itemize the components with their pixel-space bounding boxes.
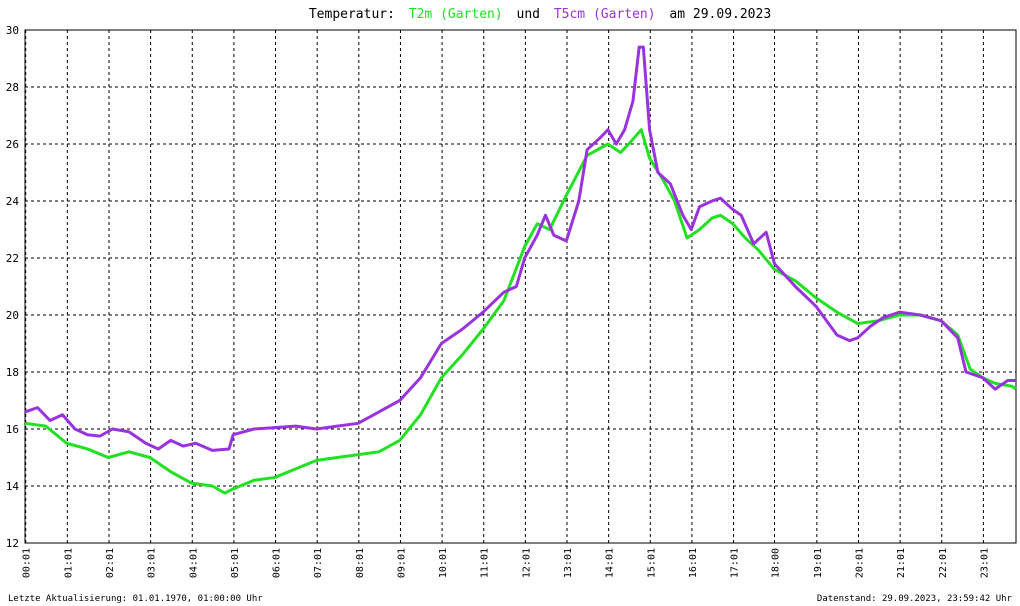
footer-right: Datenstand: 29.09.2023, 23:59:42 Uhr: [817, 594, 1013, 604]
x-tick-label: 18:00: [770, 548, 781, 578]
x-tick-label: 15:01: [646, 548, 657, 578]
y-tick-label: 28: [6, 81, 19, 94]
legend-entry: T5cm (Garten): [554, 7, 656, 22]
x-tick-label: 19:01: [813, 548, 824, 578]
title-join: und: [517, 7, 540, 22]
x-tick-label: 20:01: [854, 548, 865, 578]
x-tick-label: 22:01: [938, 548, 949, 578]
x-tick-label: 09:01: [396, 548, 407, 578]
y-tick-label: 14: [6, 480, 20, 493]
y-tick-label: 12: [6, 537, 19, 550]
x-tick-label: 13:01: [563, 548, 574, 578]
chart-title: Temperatur: T2m (Garten) und T5cm (Garte…: [309, 7, 771, 22]
y-tick-label: 18: [6, 366, 19, 379]
y-tick-label: 20: [6, 309, 19, 322]
x-tick-label: 01:01: [63, 548, 74, 578]
y-tick-label: 22: [6, 252, 19, 265]
x-tick-label: 03:01: [147, 548, 158, 578]
x-tick-label: 17:01: [730, 548, 741, 578]
line: [24, 45, 1016, 452]
x-tick-label: 14:01: [605, 548, 616, 578]
x-tick-label: 12:01: [521, 548, 532, 578]
y-tick-label: 26: [6, 138, 19, 151]
y-tick-label: 30: [6, 24, 19, 37]
x-tick-label: 08:01: [355, 548, 366, 578]
x-tick-label: 05:01: [230, 548, 241, 578]
footer-left: Letzte Aktualisierung: 01.01.1970, 01:00…: [8, 594, 263, 604]
legend-entry: T2m (Garten): [409, 7, 503, 22]
x-tick-label: 21:01: [896, 548, 907, 578]
x-tick-label: 11:01: [480, 548, 491, 578]
title-end: am 29.09.2023: [669, 7, 771, 22]
x-tick-label: 02:01: [105, 548, 116, 578]
y-tick-label: 16: [6, 423, 19, 436]
x-tick-label: 06:01: [272, 548, 283, 578]
x-tick-label: 23:01: [979, 548, 990, 578]
x-tick-label: 00:01: [22, 548, 33, 578]
x-tick-label: 16:01: [688, 548, 699, 578]
x-tick-label: 04:01: [188, 548, 199, 578]
plot-frame: [24, 29, 1017, 544]
y-tick-label: 24: [6, 195, 20, 208]
x-tick-label: 10:01: [438, 548, 449, 578]
x-tick-label: 07:01: [313, 548, 324, 578]
title-start: Temperatur:: [309, 7, 395, 22]
